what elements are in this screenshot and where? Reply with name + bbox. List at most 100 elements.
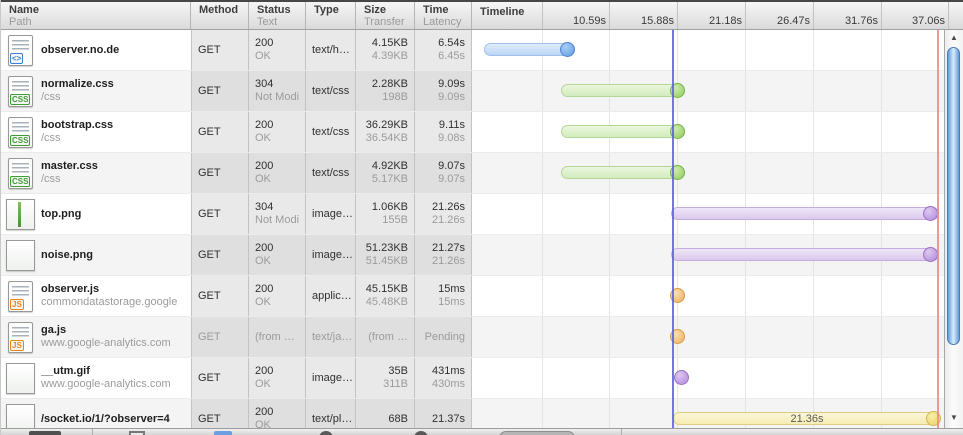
timeline-cell — [472, 112, 963, 152]
size-cell: 1.06KB 155B — [356, 194, 415, 234]
size-cell: 45.15KB 45.48KB — [356, 276, 415, 316]
timeline-gridline — [609, 2, 610, 29]
name-cell: top.png — [1, 194, 191, 234]
request-path: /css — [41, 91, 61, 103]
name-cell: CSS normalize.css/css — [1, 71, 191, 111]
file-type-badge-icon: JS — [10, 339, 24, 351]
mime-type: image… — [312, 207, 353, 220]
size-value: 35B — [388, 365, 408, 377]
table-row[interactable]: JS ga.js www.google-analytics.com GET (from … — [1, 317, 963, 358]
timeline-tick-label: 26.47s — [776, 15, 810, 27]
latency-value: 21.26s — [431, 255, 465, 267]
column-header-method[interactable]: Method — [191, 2, 249, 29]
size-cell: 36.29KB 36.54KB — [356, 112, 415, 152]
request-path: commondatastorage.google — [41, 296, 178, 308]
name-cell: noise.png — [1, 235, 191, 275]
status-code: (from … — [255, 330, 295, 343]
image-preview-icon — [6, 362, 35, 394]
method-value: GET — [198, 207, 221, 220]
column-header-type[interactable]: Type — [306, 2, 356, 29]
timeline-cell — [472, 235, 963, 275]
timeline-bar — [561, 166, 685, 179]
scrollbar-thumb[interactable] — [947, 47, 960, 345]
request-path: /css — [41, 132, 61, 144]
request-name: ga.js — [41, 324, 67, 336]
column-label: Method — [199, 4, 239, 16]
time-value: 6.54s — [438, 37, 465, 49]
column-header-name[interactable]: Name Path — [1, 2, 191, 29]
latency-value: 6.45s — [438, 50, 465, 62]
timeline-tick-label: 31.76s — [844, 15, 878, 27]
table-row[interactable]: noise.png GET 200 OK image… 51.23KB 51.45KB 21.… — [1, 235, 963, 276]
mime-type: applic… — [312, 289, 352, 302]
column-header-time[interactable]: Time Latency — [415, 2, 472, 29]
latency-value: 430ms — [431, 378, 465, 390]
table-header: Name Path Method Status Text Type Size T… — [1, 2, 963, 30]
column-label: Type — [314, 4, 339, 16]
status-cell: (from … — [249, 317, 306, 357]
status-code: 200 — [255, 160, 274, 172]
column-header-size[interactable]: Size Transfer — [356, 2, 415, 29]
status-cell: 200 OK — [249, 153, 306, 193]
name-cell: /socket.io/1/?observer=4 — [1, 399, 191, 428]
status-code: 200 — [255, 37, 274, 49]
table-row[interactable]: /socket.io/1/?observer=4 GET 200 OK text/pl…… — [1, 399, 963, 428]
timeline-cell — [472, 317, 963, 357]
request-name: bootstrap.css — [41, 119, 114, 131]
table-row[interactable]: CSS master.css/css GET 200 OK text/css 4.92KB 5… — [1, 153, 963, 194]
time-value: 9.07s — [438, 160, 465, 172]
console-toggle-icon[interactable] — [29, 431, 61, 435]
size-cell: 4.15KB 4.39KB — [356, 30, 415, 70]
time-value: 15ms — [438, 283, 465, 295]
record-icon[interactable] — [319, 431, 333, 435]
document-lines — [12, 326, 29, 338]
time-value: 21.27s — [431, 242, 465, 254]
column-header-timeline[interactable]: Timeline 10.59s 15.88s 21.18s 26.47s 31.76s 3… — [472, 2, 963, 29]
table-row[interactable]: top.png GET 304 Not Modi image… 1.06KB 155B 21.… — [1, 194, 963, 235]
time-cell: 431ms 430ms — [415, 358, 472, 398]
timeline-bar — [561, 84, 685, 97]
status-text: Not Modi — [255, 91, 300, 103]
request-path: www.google-analytics.com — [41, 378, 171, 390]
table-row[interactable]: CSS bootstrap.css/css GET 200 OK text/css 36.2… — [1, 112, 963, 153]
status-code: 200 — [255, 119, 274, 131]
request-name: noise.png — [41, 248, 93, 261]
scrollbar-down-arrow-icon[interactable]: ▼ — [950, 413, 958, 422]
name-cell: __utm.gif www.google-analytics.com — [1, 358, 191, 398]
timeline-bar-cap — [923, 206, 938, 221]
table-row[interactable]: JS observer.js commondatastorage.google GET… — [1, 276, 963, 317]
table-row[interactable]: <> observer.no.de GET 200 OK text/h… 4.15KB 4.3… — [1, 30, 963, 71]
toolbar-separator — [92, 429, 93, 435]
column-sublabel: Text — [257, 16, 278, 28]
status-text: OK — [255, 173, 271, 185]
method-value: GET — [198, 43, 221, 56]
type-cell: applic… — [306, 276, 356, 316]
table-row[interactable]: __utm.gif www.google-analytics.com GET 200 O… — [1, 358, 963, 399]
time-cell: 9.09s 9.09s — [415, 71, 472, 111]
method-cell: GET — [191, 112, 249, 152]
type-cell: text/css — [306, 112, 356, 152]
clear-icon[interactable] — [414, 431, 428, 435]
table-row[interactable]: CSS normalize.css/css GET 304 Not Modi text/c… — [1, 71, 963, 112]
column-header-status[interactable]: Status Text — [249, 2, 306, 29]
status-text: OK — [255, 132, 271, 144]
request-name: normalize.css — [41, 78, 114, 90]
method-value: GET — [198, 330, 221, 343]
mime-type: text/css — [312, 125, 350, 138]
dock-side-icon[interactable] — [129, 431, 145, 435]
file-type-badge-icon: <> — [10, 52, 24, 64]
name-text: bootstrap.css/css — [41, 119, 113, 145]
time-cell: 9.07s 9.07s — [415, 153, 472, 193]
method-cell: GET — [191, 399, 249, 428]
status-cell: 200 OK — [249, 235, 306, 275]
filter-pill[interactable] — [499, 431, 575, 435]
panel-icon[interactable] — [214, 431, 232, 435]
timeline-cell — [472, 30, 963, 70]
size-value: 36.29KB — [365, 119, 408, 131]
time-cell: 21.27s 21.26s — [415, 235, 472, 275]
scrollbar-up-arrow-icon[interactable]: ▲ — [950, 33, 958, 42]
size-value: 68B — [388, 412, 408, 425]
transfer-value: 45.48KB — [365, 296, 408, 308]
vertical-scrollbar[interactable]: ▲ ▼ — [944, 30, 963, 428]
latency-value: 9.09s — [438, 91, 465, 103]
